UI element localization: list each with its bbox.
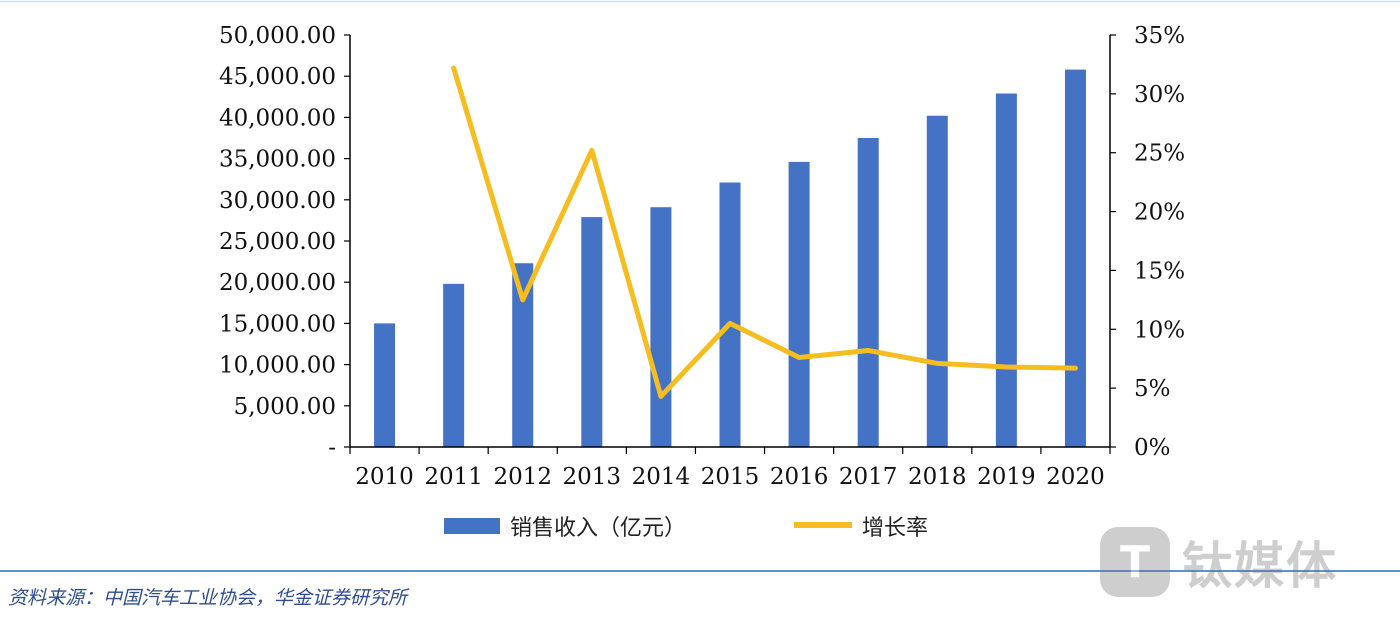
left-tick-label: 15,000.00 [219, 311, 336, 337]
bar-2019 [995, 93, 1017, 447]
left-tick-label: 35,000.00 [219, 147, 336, 173]
right-tick-label: 10% [1134, 317, 1185, 343]
watermark-text: 钛媒体 [1182, 537, 1338, 595]
right-axis-tick-labels: 0% 5% 10% 15% 20% 25% 30% 35% [1134, 23, 1185, 461]
bar-2016 [788, 161, 810, 447]
bar-2015 [719, 182, 741, 447]
legend-line-label: 增长率 [862, 516, 928, 541]
left-tick-label: 10,000.00 [219, 353, 336, 379]
bar-2013 [581, 217, 603, 447]
left-tick-label: 25,000.00 [219, 229, 336, 255]
bar-series [374, 69, 1086, 447]
bar-2017 [857, 138, 879, 447]
x-tick-label-2017: 2017 [839, 464, 898, 490]
x-tick-label-2016: 2016 [770, 464, 829, 490]
x-tick-label-2019: 2019 [977, 464, 1036, 490]
x-tick-label-2012: 2012 [493, 464, 552, 490]
right-tick-label: 0% [1134, 435, 1171, 461]
bar-2012 [512, 263, 534, 447]
right-tick-label: 5% [1134, 376, 1171, 402]
right-tick-label: 25% [1134, 141, 1185, 167]
watermark-logo-icon: T [1100, 527, 1170, 597]
bar-2010 [374, 323, 396, 447]
legend-bar-label: 销售收入（亿元） [510, 516, 686, 541]
bar-2018 [926, 115, 948, 447]
x-tick-label-2013: 2013 [563, 464, 622, 490]
x-tick-label-2018: 2018 [908, 464, 967, 490]
left-tick-label: 5,000.00 [234, 394, 336, 420]
right-tick-label: 15% [1134, 258, 1185, 284]
x-tick-label-2014: 2014 [632, 464, 691, 490]
right-tick-label: 20% [1134, 200, 1185, 226]
left-tick-label: - [328, 435, 336, 461]
bar-2020 [1064, 69, 1086, 447]
left-tick-label: 40,000.00 [219, 105, 336, 131]
left-tick-label: 45,000.00 [219, 64, 336, 90]
bar-2011 [443, 283, 465, 447]
source-note: 资料来源：中国汽车工业协会，华金证券研究所 [8, 587, 408, 609]
right-tick-label: 30% [1134, 82, 1185, 108]
x-tick-label-2020: 2020 [1046, 464, 1105, 490]
watermark: T 钛媒体 [1100, 522, 1385, 602]
x-axis-tick-labels: 2010 2011 2012 2013 2014 2015 2016 2017 2018 2019… [355, 464, 1104, 490]
legend: 销售收入（亿元） 增长率 [444, 516, 928, 541]
x-tick-label-2011: 2011 [424, 464, 483, 490]
left-tick-label: 30,000.00 [219, 188, 336, 214]
axes [344, 34, 1116, 454]
left-tick-label: 50,000.00 [219, 23, 336, 49]
x-tick-label-2010: 2010 [355, 464, 414, 490]
x-tick-label-2015: 2015 [701, 464, 760, 490]
right-tick-label: 35% [1134, 23, 1185, 49]
left-axis-tick-labels: - 5,000.00 10,000.00 15,000.00 20,000.00 25,0… [219, 23, 336, 461]
bar-2014 [650, 207, 672, 447]
legend-bar-swatch [444, 518, 500, 534]
growth-rate-line [451, 65, 1078, 399]
legend-line-swatch [794, 522, 852, 528]
left-tick-label: 20,000.00 [219, 270, 336, 296]
